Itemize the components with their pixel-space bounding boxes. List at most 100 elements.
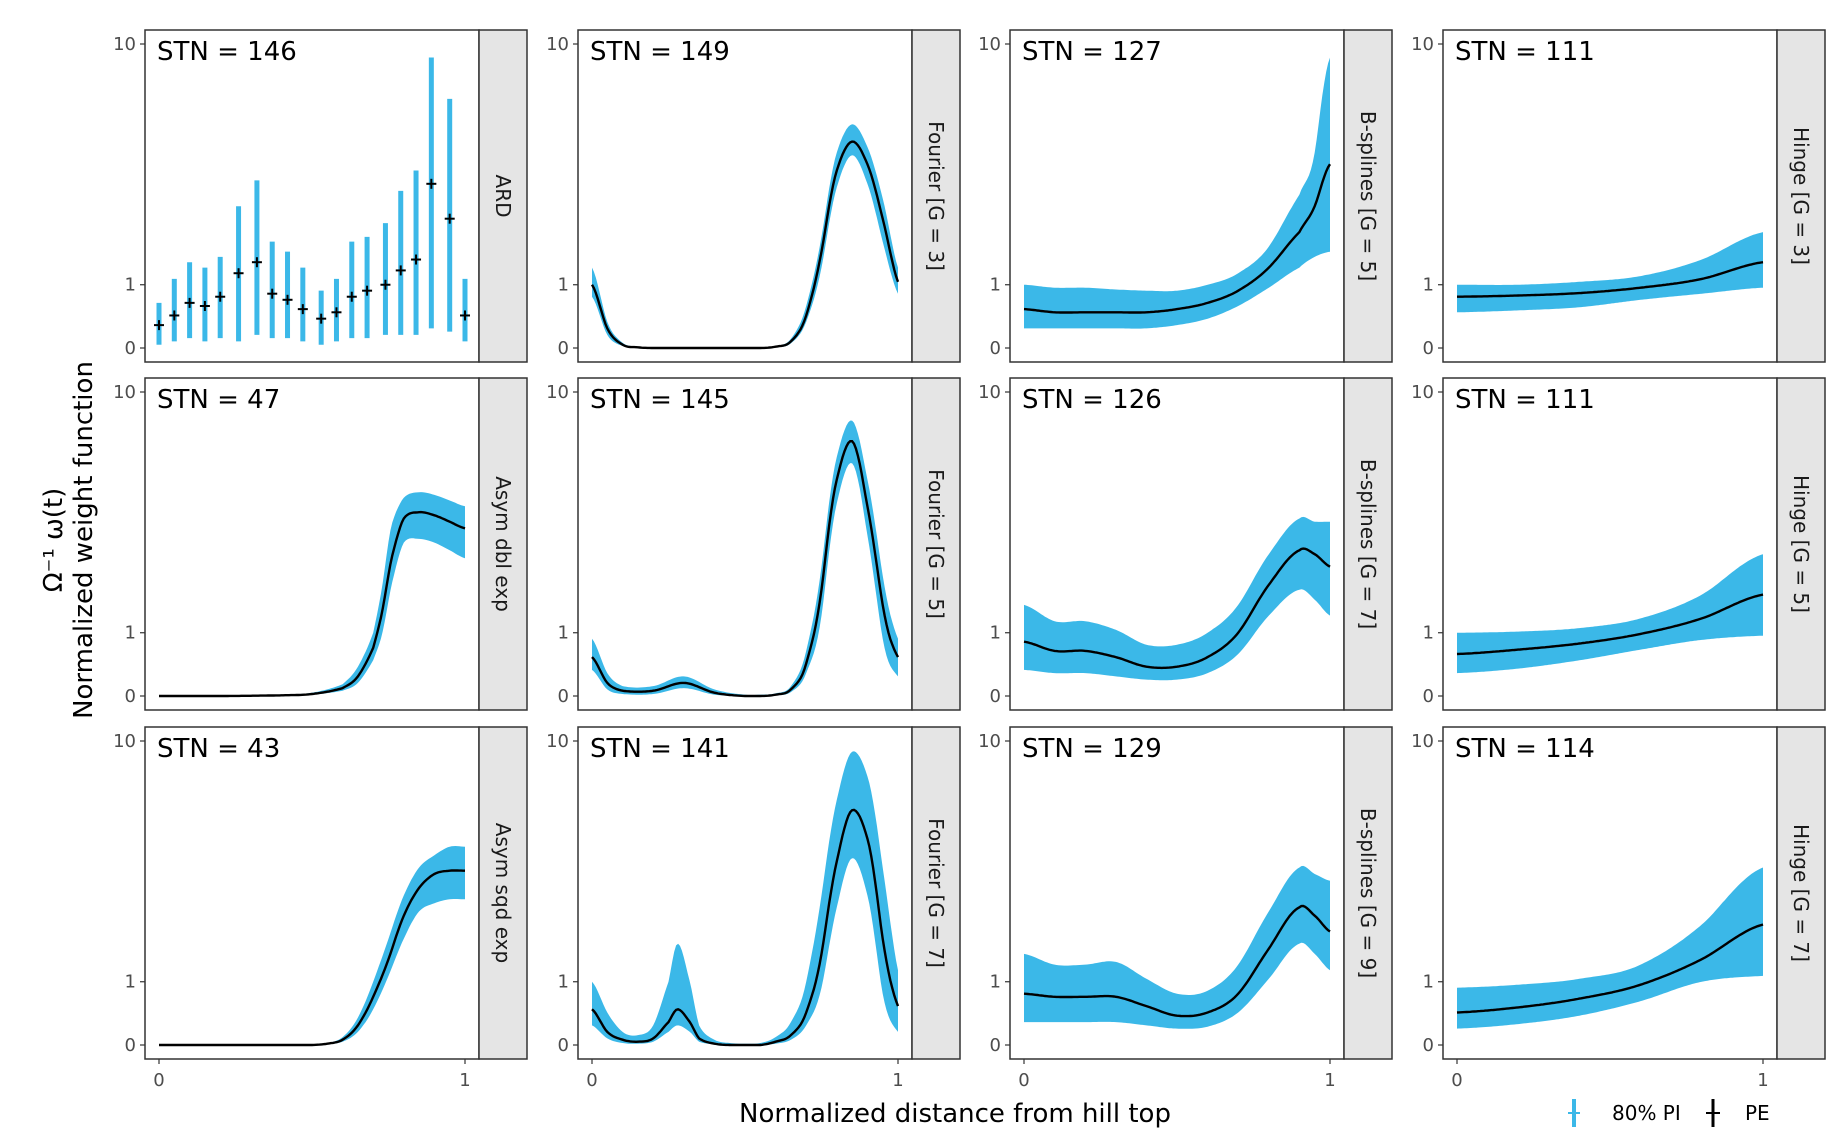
pe-line (1456, 923, 1764, 1014)
y-tick-label: 10 (1411, 34, 1434, 55)
pi-band (1457, 232, 1763, 313)
y-axis-title-formula: Ω⁻¹ ω(t) (39, 488, 69, 593)
y-tick-label: 1 (558, 275, 569, 296)
stn-label: STN = 126 (1022, 385, 1162, 415)
y-tick-label: 1 (1423, 623, 1434, 644)
pe-line (1456, 593, 1764, 656)
pi-band (1024, 516, 1330, 681)
facet-strip (1343, 29, 1393, 363)
y-tick-label: 10 (1411, 731, 1434, 752)
panel-7: B-splines [G = 7] 0 1 10 STN = 126 (978, 377, 1393, 711)
y-tick-label: 1 (990, 275, 1001, 296)
x-tick-label: 1 (1324, 1070, 1335, 1091)
facet-strip (1343, 726, 1393, 1060)
stn-label: STN = 43 (157, 734, 280, 764)
y-tick-label: 10 (978, 34, 1001, 55)
pi-band (1024, 57, 1330, 329)
stn-label: STN = 145 (590, 385, 730, 415)
y-axis-title: Normalized weight function (69, 361, 99, 719)
x-tick-label: 1 (892, 1070, 903, 1091)
pi-band (1024, 865, 1330, 1029)
stn-label: STN = 111 (1455, 37, 1595, 67)
panel-11: B-splines [G = 9] 0 1 10 0 1 STN = 129 (978, 726, 1393, 1091)
facet-strip-label: Fourier [G = 5] (924, 469, 948, 619)
y-tick-label: 0 (990, 1035, 1001, 1056)
facet-strip (1343, 377, 1393, 711)
y-tick-label: 10 (113, 34, 136, 55)
y-tick-label: 0 (558, 338, 569, 359)
facet-strip-label: ARD (491, 175, 515, 218)
facet-strip-label: Fourier [G = 7] (924, 818, 948, 968)
stn-label: STN = 47 (157, 385, 280, 415)
y-tick-label: 0 (125, 686, 136, 707)
y-tick-label: 0 (1423, 1035, 1434, 1056)
x-tick-label: 1 (459, 1070, 470, 1091)
y-tick-label: 0 (990, 338, 1001, 359)
y-tick-label: 0 (1423, 338, 1434, 359)
stn-label: STN = 149 (590, 37, 730, 67)
legend-label-pi: 80% PI (1612, 1101, 1681, 1125)
stn-label: STN = 127 (1022, 37, 1162, 67)
pi-band (1457, 554, 1763, 674)
pe-line (591, 440, 900, 698)
y-tick-label: 1 (125, 275, 136, 296)
facet-strip (478, 377, 528, 711)
y-tick-label: 1 (1423, 972, 1434, 993)
panel-5: Asym dbl exp 0 1 10 STN = 47 (113, 377, 528, 711)
facet-strip-label: Asym sqd exp (491, 823, 515, 963)
pi-band (159, 492, 465, 696)
stn-label: STN = 114 (1455, 734, 1595, 764)
facet-strip-label: Fourier [G = 3] (924, 121, 948, 271)
facet-strip-label: Hinge [G = 3] (1789, 127, 1813, 265)
pe-line (1457, 261, 1764, 298)
y-tick-label: 0 (990, 686, 1001, 707)
y-tick-label: 0 (1423, 686, 1434, 707)
y-tick-label: 0 (125, 1035, 136, 1056)
y-tick-label: 1 (125, 972, 136, 993)
facet-strip (911, 726, 961, 1060)
y-tick-label: 1 (1423, 275, 1434, 296)
y-tick-label: 1 (990, 623, 1001, 644)
stn-label: STN = 129 (1022, 734, 1162, 764)
panel-frame (1442, 29, 1778, 363)
pi-band (592, 751, 898, 1045)
facet-strip-label: B-splines [G = 5] (1356, 111, 1380, 281)
x-tick-label: 0 (153, 1070, 164, 1091)
panel-1: ARD 0 1 10 STN = 146 (113, 29, 528, 363)
y-tick-label: 1 (558, 623, 569, 644)
pi-band (1457, 867, 1763, 1029)
pe-line (159, 869, 465, 1047)
panel-9: Asym sqd exp 0 1 10 0 1 STN = 43 (113, 726, 528, 1091)
facet-strip (478, 726, 528, 1060)
pe-line (1023, 904, 1331, 1018)
legend-label-pe: PE (1745, 1101, 1770, 1125)
y-tick-label: 0 (558, 1035, 569, 1056)
pe-line (591, 808, 900, 1047)
panel-6: Fourier [G = 5] 0 1 10 STN = 145 (546, 377, 961, 711)
y-tick-label: 1 (125, 623, 136, 644)
panel-3: B-splines [G = 5] 0 1 10 STN = 127 (978, 29, 1393, 363)
panel-frame (144, 377, 480, 711)
y-tick-label: 10 (113, 731, 136, 752)
legend: 80% PI PE (1568, 1099, 1770, 1127)
y-tick-label: 10 (113, 382, 136, 403)
pe-line (1023, 547, 1331, 670)
y-tick-label: 10 (546, 34, 569, 55)
pi-band (159, 846, 465, 1045)
panel-frame (577, 29, 913, 363)
facet-strip (1776, 29, 1826, 363)
panel-12: Hinge [G = 7] 0 1 10 0 1 STN = 114 (1411, 726, 1826, 1091)
y-tick-label: 0 (558, 686, 569, 707)
x-axis-title: Normalized distance from hill top (739, 1099, 1171, 1129)
panel-8: Hinge [G = 5] 0 1 10 STN = 111 (1411, 377, 1826, 711)
panel-10: Fourier [G = 7] 0 1 10 0 1 STN = 141 (546, 726, 961, 1091)
stn-label: STN = 141 (590, 734, 730, 764)
facet-strip (478, 29, 528, 363)
facet-strip-label: B-splines [G = 7] (1356, 459, 1380, 629)
y-tick-label: 10 (546, 731, 569, 752)
y-tick-label: 0 (125, 338, 136, 359)
facet-strip (1776, 726, 1826, 1060)
panel-4: Hinge [G = 3] 0 1 10 STN = 111 (1411, 29, 1826, 363)
pe-line (590, 140, 900, 350)
